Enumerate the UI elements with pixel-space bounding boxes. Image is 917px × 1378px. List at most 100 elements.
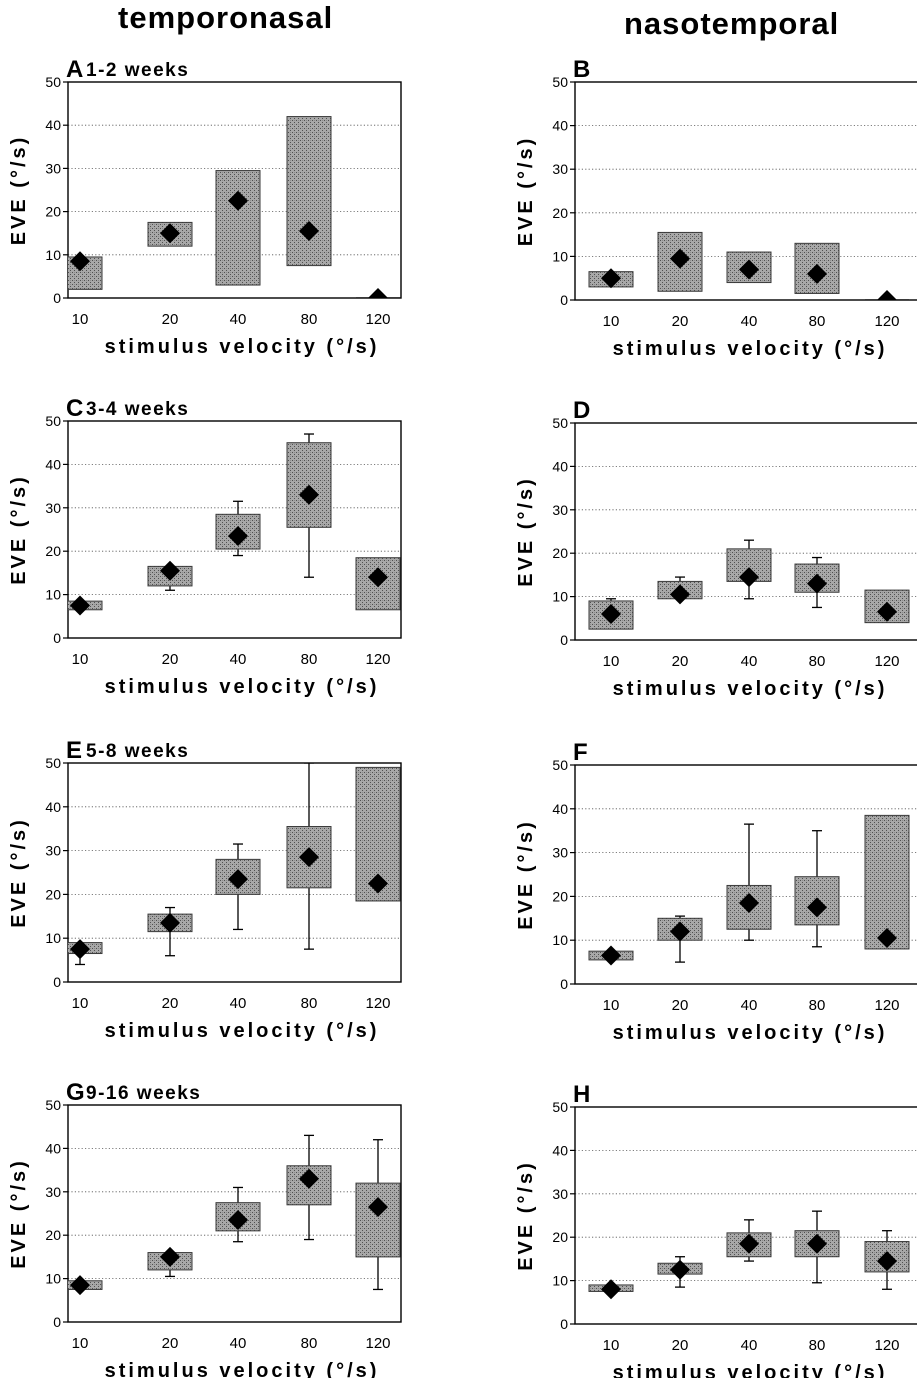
y-axis-label: EVE (°/s): [515, 136, 537, 247]
median-marker: [228, 526, 248, 547]
y-tick-label: 10: [45, 930, 61, 946]
plot-frame: [67, 81, 402, 299]
median-marker: [601, 945, 621, 966]
y-tick-label: 40: [552, 458, 568, 474]
series-group: [68, 116, 400, 298]
x-tick-label: 40: [741, 313, 758, 330]
plot-frame: [67, 762, 402, 983]
y-tick-label: 10: [45, 587, 61, 603]
box: [286, 116, 332, 267]
y-tick-label: 30: [552, 161, 568, 177]
y-tick-label: 20: [552, 1229, 568, 1245]
x-axis-label: stimulus velocity (°/s): [613, 338, 888, 360]
median-marker: [299, 221, 319, 242]
x-tick-label: 10: [72, 651, 89, 668]
column-title-nasotemporal: nasotemporal: [624, 6, 840, 41]
y-tick-label: 40: [45, 456, 61, 472]
plot-frame: [574, 1106, 917, 1325]
x-tick-label: 10: [72, 311, 89, 328]
plot-frame: [67, 420, 402, 639]
box: [864, 814, 910, 950]
x-tick-label: 40: [230, 651, 247, 668]
series-group: [68, 763, 401, 966]
y-tick-label: 40: [552, 118, 568, 134]
panel-e: 0 10 20 30 40 50 10 20 40 80 120 E 5-8 weeks stimulus…: [8, 737, 402, 1042]
y-tick-label: 0: [560, 1316, 568, 1332]
y-tick-label: 30: [552, 845, 568, 861]
y-tick-label: 40: [45, 1140, 61, 1156]
y-axis-label: EVE (°/s): [515, 476, 537, 587]
panel-title: 9-16 weeks: [86, 1083, 201, 1104]
panel-letter: D: [573, 397, 590, 424]
median-marker: [807, 1233, 827, 1254]
median-marker: [228, 1210, 248, 1231]
median-marker: [228, 190, 248, 211]
x-tick-label: 20: [162, 1335, 179, 1352]
y-tick-label: 40: [45, 117, 61, 133]
panel-c: 0 10 20 30 40 50 10 20 40 80 120 C 3-4 weeks stimulus…: [8, 395, 402, 698]
x-tick-label: 80: [809, 653, 826, 670]
x-tick-label: 80: [301, 651, 318, 668]
median-marker: [670, 921, 690, 942]
y-tick-label: 10: [552, 589, 568, 605]
x-axis-label: stimulus velocity (°/s): [105, 1360, 380, 1378]
x-tick-label: 20: [672, 997, 689, 1014]
median-marker: [670, 1259, 690, 1280]
median-marker: [739, 892, 759, 913]
y-tick-label: 0: [53, 1314, 61, 1330]
median-marker: [601, 268, 621, 289]
panel-title: 3-4 weeks: [86, 399, 189, 420]
panel-letter: A: [66, 56, 83, 83]
panel-letter: B: [573, 56, 590, 83]
median-marker: [807, 263, 827, 284]
panel-letter: H: [573, 1081, 590, 1108]
y-tick-label: 30: [45, 500, 61, 516]
y-axis-label: EVE (°/s): [515, 819, 537, 930]
median-marker: [877, 928, 897, 949]
y-tick-label: 0: [560, 632, 568, 648]
x-tick-label: 20: [672, 313, 689, 330]
median-marker: [601, 603, 621, 624]
plot-frame: [574, 422, 917, 641]
panel-letter: C: [66, 395, 83, 422]
y-axis-label: EVE (°/s): [515, 1160, 537, 1271]
x-tick-label: 80: [809, 997, 826, 1014]
x-tick-label: 80: [809, 1337, 826, 1354]
median-marker: [877, 290, 897, 300]
y-tick-label: 40: [45, 799, 61, 815]
y-tick-label: 0: [560, 976, 568, 992]
y-tick-label: 20: [552, 545, 568, 561]
panel-g: 0 10 20 30 40 50 10 20 40 80 120 G 9-16 weeks stimulu…: [8, 1079, 402, 1378]
y-tick-label: 10: [45, 1271, 61, 1287]
y-tick-label: 20: [45, 886, 61, 902]
median-marker: [877, 1251, 897, 1272]
series-group: [68, 1134, 401, 1296]
x-tick-label: 80: [301, 311, 318, 328]
median-marker: [228, 869, 248, 890]
x-tick-label: 10: [72, 1335, 89, 1352]
x-tick-label: 80: [301, 995, 318, 1012]
y-tick-label: 50: [552, 415, 568, 431]
y-tick-label: 50: [45, 755, 61, 771]
y-tick-label: 10: [552, 248, 568, 264]
median-marker: [368, 873, 388, 894]
y-tick-label: 50: [45, 413, 61, 429]
median-marker: [160, 560, 180, 581]
median-marker: [160, 1246, 180, 1267]
plot-frame: [574, 81, 917, 301]
x-tick-label: 120: [365, 1335, 390, 1352]
x-tick-label: 120: [874, 653, 899, 670]
median-marker: [807, 573, 827, 594]
median-marker: [160, 223, 180, 244]
y-tick-label: 30: [552, 502, 568, 518]
median-marker: [299, 1168, 319, 1189]
x-tick-label: 40: [741, 653, 758, 670]
x-tick-label: 40: [230, 1335, 247, 1352]
median-marker: [739, 567, 759, 588]
x-tick-label: 40: [230, 311, 247, 328]
y-axis-label: EVE (°/s): [8, 474, 30, 585]
plot-frame: [67, 1104, 402, 1323]
y-axis-label: EVE (°/s): [8, 135, 30, 246]
median-marker: [70, 595, 90, 616]
